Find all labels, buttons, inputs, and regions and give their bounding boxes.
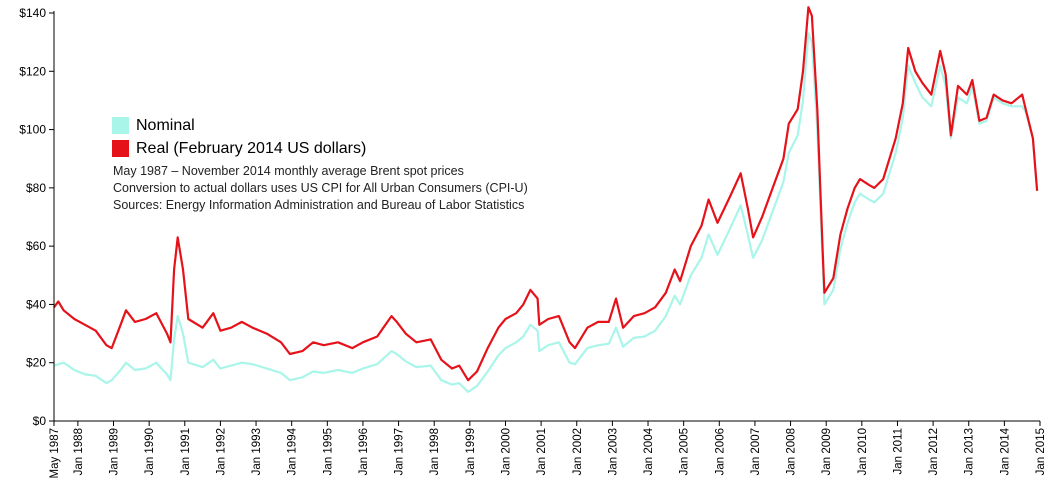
legend: Nominal Real (February 2014 US dollars) (112, 114, 366, 160)
legend-swatch-nominal (112, 117, 129, 134)
x-tick-label: Jan 2000 (500, 428, 512, 475)
x-tick-label: Jan 2007 (750, 428, 762, 475)
chart-notes: May 1987 – November 2014 monthly average… (113, 163, 528, 214)
note-line-sources: Sources: Energy Information Administrati… (113, 198, 525, 212)
x-tick-label: Jan 1995 (322, 428, 334, 475)
note-line-period: May 1987 – November 2014 monthly average… (113, 164, 464, 178)
x-tick-label: Jan 2004 (643, 427, 655, 475)
x-tick-label: Jan 1992 (215, 428, 227, 475)
series-line-real (53, 6, 1039, 382)
x-tick-label: Jan 1993 (251, 428, 263, 475)
x-tick-label: Jan 2011 (892, 428, 904, 474)
x-tick-label: Jan 2005 (679, 428, 691, 475)
y-tick-label: $140 (19, 6, 46, 20)
x-axis-ticks: May 1987 Jan 1988 Jan 1989 Jan 1990 Jan 1991… (49, 421, 1047, 479)
x-tick-label: Jan 1999 (465, 428, 477, 475)
x-tick-label: Jan 2013 (964, 428, 976, 475)
x-tick-label: Jan 1994 (287, 427, 299, 475)
y-tick-label: $40 (26, 297, 46, 311)
x-tick-label: Jan 1998 (429, 428, 441, 475)
legend-swatch-real (112, 140, 129, 157)
legend-label-real: Real (February 2014 US dollars) (136, 139, 367, 157)
x-tick-label: Jan 2010 (857, 428, 869, 475)
legend-item-nominal: Nominal (112, 114, 366, 137)
x-tick-label: Jan 2012 (928, 428, 940, 475)
y-tick-label: $100 (19, 123, 46, 137)
legend-item-real: Real (February 2014 US dollars) (112, 137, 366, 160)
x-tick-label: Jan 2015 (1035, 428, 1047, 475)
x-tick-label: May 1987 (49, 428, 61, 479)
x-tick-label: Jan 2014 (999, 427, 1011, 475)
x-tick-label: Jan 2003 (607, 428, 619, 475)
y-axis-ticks: $0 $20 $40 $60 $80 $100 $120 $140 (19, 6, 54, 428)
x-tick-label: Jan 2006 (714, 428, 726, 475)
note-line-conversion: Conversion to actual dollars uses US CPI… (113, 181, 528, 195)
x-tick-label: Jan 1988 (73, 428, 85, 475)
x-tick-label: Jan 1989 (109, 428, 121, 475)
series-line-nominal (53, 32, 1039, 393)
y-tick-label: $120 (19, 64, 46, 78)
x-tick-label: Jan 2009 (821, 428, 833, 475)
x-tick-label: Jan 1991 (180, 428, 192, 475)
x-tick-label: Jan 1990 (144, 428, 156, 475)
y-tick-label: $80 (26, 181, 46, 195)
y-tick-label: $60 (26, 239, 46, 253)
y-tick-label: $20 (26, 356, 46, 370)
x-tick-label: Jan 1997 (394, 428, 406, 475)
x-tick-label: Jan 2008 (786, 428, 798, 475)
x-tick-label: Jan 1996 (358, 428, 370, 475)
legend-label-nominal: Nominal (136, 116, 195, 134)
y-tick-label: $0 (33, 414, 47, 428)
x-tick-label: Jan 2001 (536, 428, 548, 475)
x-tick-label: Jan 2002 (572, 428, 584, 475)
